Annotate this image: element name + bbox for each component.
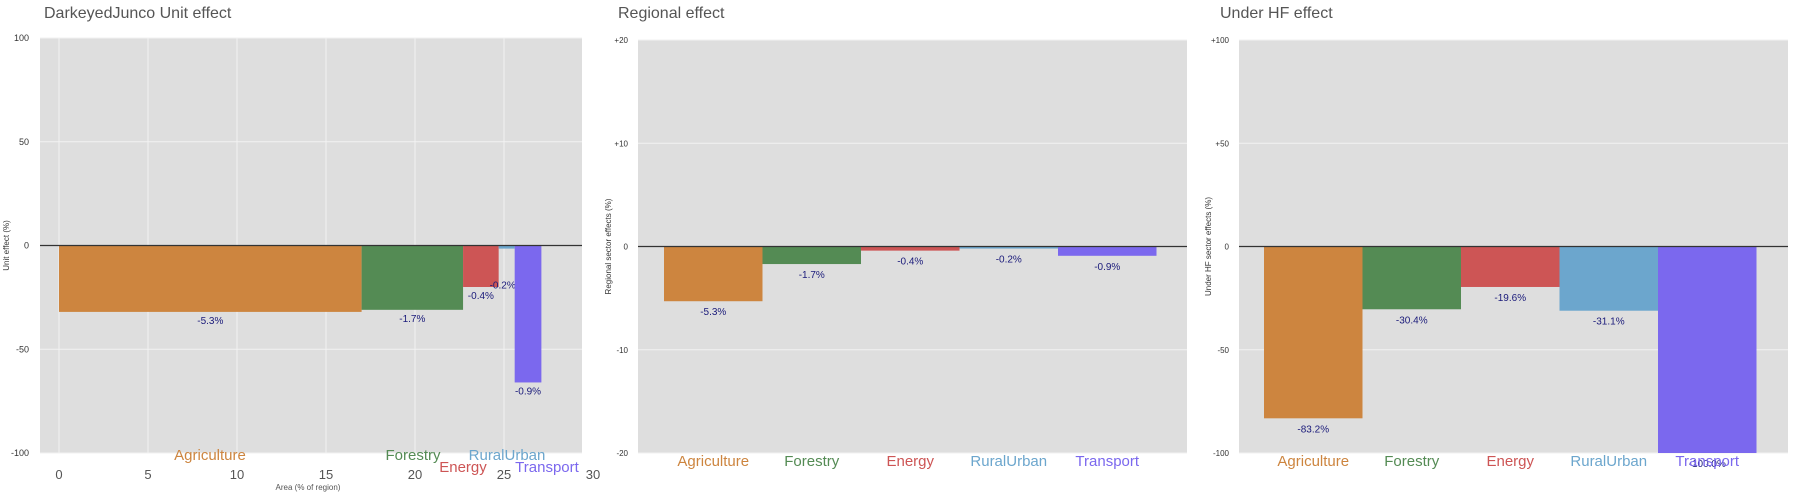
y-tick-label: -100: [1213, 449, 1230, 458]
bar-ruralurban: [498, 245, 515, 249]
data-label-transport: -0.9%: [515, 386, 541, 397]
x-tick-label: 5: [144, 467, 151, 482]
regional-effect-panel: Regional effect +20 +10 0 -10 -20 Regional se…: [600, 0, 1190, 500]
category-label-transport: Transport: [1675, 453, 1739, 470]
data-label-transport: -100.0%: [1689, 459, 1726, 470]
bar-forestry: [1362, 246, 1461, 310]
bar-forestry: [361, 245, 464, 310]
category-label-agriculture: Agriculture: [174, 447, 246, 464]
x-tick-label: 20: [408, 467, 422, 482]
category-label-forestry: Forestry: [784, 453, 840, 470]
y-tick-label: -10: [616, 346, 628, 355]
bar-agriculture: [59, 245, 362, 312]
category-label-energy: Energy: [1486, 453, 1534, 470]
data-label-energy: -0.4%: [468, 291, 494, 302]
y-tick-label: +20: [614, 36, 628, 45]
y-tick-label: 0: [24, 241, 29, 251]
category-label-forestry: Forestry: [1384, 453, 1440, 470]
y-axis-label: Regional sector effects (%): [604, 198, 613, 294]
unit-effect-title: DarkeyedJunco Unit effect: [44, 5, 232, 22]
x-tick-label: 15: [319, 467, 333, 482]
data-label-agriculture: -5.3%: [700, 307, 726, 318]
bar-ruralurban: [1559, 246, 1658, 311]
category-label-energy: Energy: [886, 453, 934, 470]
category-label-agriculture: Agriculture: [1277, 453, 1349, 470]
bar-ruralurban: [959, 246, 1058, 249]
y-tick-label: +10: [614, 139, 628, 148]
y-tick-label: +50: [1215, 139, 1229, 148]
data-label-agriculture: -83.2%: [1297, 424, 1329, 435]
bar-energy: [861, 246, 960, 251]
x-tick-label: 10: [230, 467, 244, 482]
bar-agriculture: [1264, 246, 1363, 419]
category-label-ruralurban: RuralUrban: [469, 447, 546, 464]
y-tick-label: 50: [19, 137, 29, 147]
category-label-transport: Transport: [515, 459, 579, 476]
bar-energy: [1461, 246, 1560, 287]
x-tick-label: 0: [55, 467, 62, 482]
data-label-agriculture: -5.3%: [197, 316, 223, 327]
y-tick-label: +100: [1211, 36, 1230, 45]
y-tick-label: 0: [624, 243, 629, 252]
data-label-forestry: -1.7%: [799, 270, 825, 281]
x-axis-label: Area (% of region): [276, 483, 341, 492]
data-label-transport: -0.9%: [1094, 262, 1120, 273]
category-label-forestry: Forestry: [385, 447, 441, 464]
bar-transport: [1658, 246, 1757, 453]
bar-energy: [463, 245, 499, 287]
regional-effect-chart: +20 +10 0 -10 -20 Regional sector effects (%)…: [604, 36, 1187, 470]
bar-transport: [514, 245, 542, 383]
y-tick-label: -50: [16, 344, 29, 354]
bar-agriculture: [664, 246, 763, 302]
y-axis-label: Unit effect (%): [2, 220, 11, 271]
under-hf-effect-title: Under HF effect: [1220, 5, 1333, 22]
data-label-energy: -19.6%: [1494, 293, 1526, 304]
bar-forestry: [762, 246, 861, 265]
data-label-forestry: -1.7%: [399, 314, 425, 325]
under-hf-effect-chart: +100 +50 0 -50 -100 Under HF sector effects (…: [1204, 36, 1788, 470]
category-label-agriculture: Agriculture: [677, 453, 749, 470]
regional-effect-title: Regional effect: [618, 5, 725, 22]
y-tick-label: 100: [14, 33, 29, 43]
y-tick-label: -100: [11, 448, 29, 458]
x-tick-label: 30: [586, 467, 600, 482]
bar-transport: [1058, 246, 1157, 256]
y-tick-label: 0: [1225, 243, 1230, 252]
data-label-ruralurban: -31.1%: [1593, 317, 1625, 328]
category-label-ruralurban: RuralUrban: [970, 453, 1047, 470]
x-tick-label: 25: [497, 467, 511, 482]
category-label-energy: Energy: [439, 459, 487, 476]
data-label-ruralurban: -0.2%: [996, 255, 1022, 266]
y-tick-label: -20: [616, 449, 628, 458]
unit-effect-chart: 0 5 10 15 20 25 30 100 50 0 -50 -100 Unit effect (%)…: [2, 33, 600, 492]
y-tick-label: -50: [1217, 346, 1229, 355]
data-label-forestry: -30.4%: [1396, 315, 1428, 326]
unit-effect-panel: DarkeyedJunco Unit effect 0 5 10 15 20 25 30 10…: [0, 0, 600, 500]
data-label-ruralurban: -0.2%: [490, 281, 516, 292]
under-hf-effect-panel: Under HF effect +100 +50 0 -50 -100 Under HF …: [1200, 0, 1790, 500]
y-axis-label: Under HF sector effects (%): [1204, 197, 1213, 296]
category-label-ruralurban: RuralUrban: [1570, 453, 1647, 470]
data-label-energy: -0.4%: [897, 257, 923, 268]
category-label-transport: Transport: [1075, 453, 1139, 470]
